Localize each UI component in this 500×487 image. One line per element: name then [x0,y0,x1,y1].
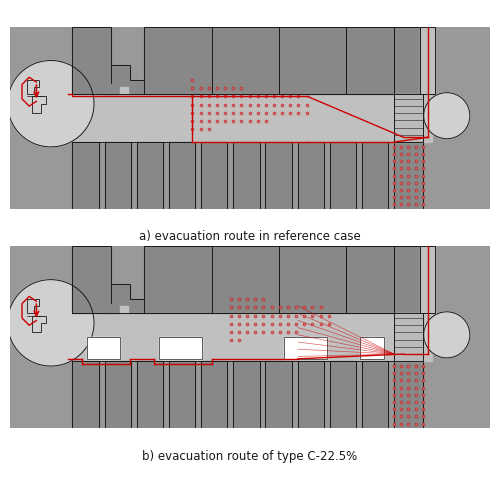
Bar [394,142,423,209]
Bar [346,246,394,313]
Bar [394,94,423,142]
Bar [104,142,131,209]
Bar [72,27,111,94]
Bar [144,246,212,313]
Circle shape [8,280,94,366]
Bar [104,361,131,429]
Bar [72,361,99,429]
Bar [159,337,202,359]
Bar [362,361,388,429]
Bar [394,27,420,94]
Bar [72,142,99,209]
Bar [72,246,111,313]
Bar [104,361,131,429]
Bar [144,27,212,94]
Bar [169,142,196,209]
Polygon shape [111,284,144,313]
Bar [362,142,388,209]
Bar [346,246,394,313]
Bar [169,361,196,429]
Bar [266,361,292,429]
Bar [106,304,113,313]
Bar [330,142,356,209]
Bar [330,361,356,429]
Circle shape [424,312,470,358]
Bar [201,142,228,209]
Bar [420,246,435,313]
Bar [136,361,163,429]
Bar [394,361,423,429]
Bar [72,361,99,429]
Bar [144,27,212,94]
Bar [87,337,120,359]
Bar [362,142,388,209]
Bar [72,246,111,313]
Bar [394,313,423,361]
Bar [279,246,346,313]
Polygon shape [72,313,432,361]
Bar [420,27,435,94]
Text: b) evacuation route of type C-22.5%: b) evacuation route of type C-22.5% [142,450,358,463]
Bar [233,361,260,429]
Bar [201,361,228,429]
Bar [394,27,420,94]
Bar [330,361,356,429]
Bar [279,27,346,94]
Bar [360,337,384,359]
Bar [120,87,128,94]
Bar [284,337,327,359]
Bar [298,361,324,429]
Bar [201,142,228,209]
Bar [144,246,212,313]
Bar [346,27,394,94]
Bar [120,306,128,313]
Bar [212,27,279,94]
Bar [104,142,131,209]
Bar [394,246,420,313]
Bar [159,337,202,359]
Bar [201,361,228,429]
Bar [169,142,196,209]
Bar [87,337,120,359]
Bar [233,361,260,429]
Bar [266,142,292,209]
Bar [420,246,435,313]
Bar [106,85,113,94]
Bar [298,142,324,209]
Bar [136,142,163,209]
Bar [394,313,423,361]
Bar [233,142,260,209]
Bar [346,27,394,94]
Bar [212,246,279,313]
Polygon shape [72,94,432,142]
Polygon shape [111,65,144,94]
Circle shape [424,93,470,139]
Bar [420,27,435,94]
Bar [279,27,346,94]
Bar [394,142,423,209]
Bar [330,142,356,209]
Bar [212,246,279,313]
Bar [169,361,196,429]
Bar [394,361,423,429]
Bar [279,246,346,313]
Bar [136,361,163,429]
Bar [72,27,111,94]
Bar [266,142,292,209]
Bar [298,142,324,209]
Bar [394,94,423,142]
Bar [298,361,324,429]
Circle shape [8,60,94,147]
Text: a) evacuation route in reference case: a) evacuation route in reference case [139,230,361,243]
Bar [360,337,384,359]
Bar [362,361,388,429]
Bar [266,361,292,429]
Bar [136,142,163,209]
Bar [284,337,327,359]
Bar [72,142,99,209]
Bar [394,246,420,313]
Bar [233,142,260,209]
Bar [212,27,279,94]
